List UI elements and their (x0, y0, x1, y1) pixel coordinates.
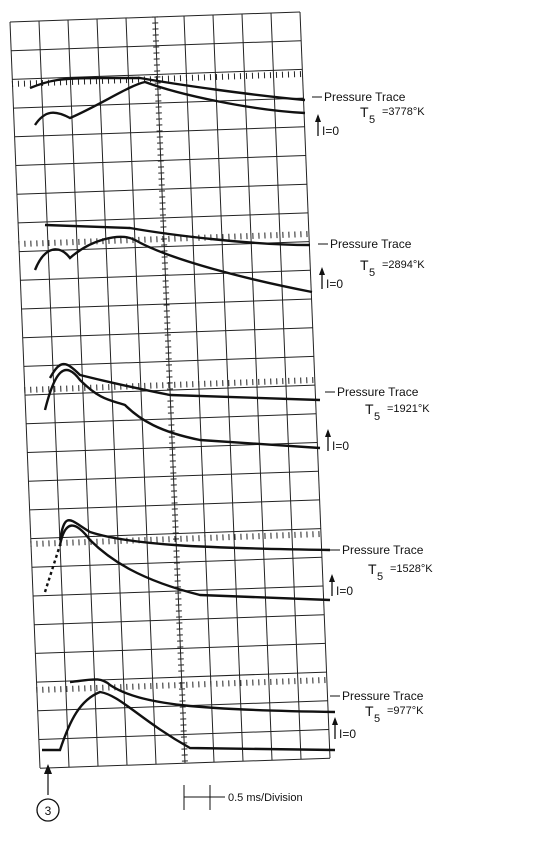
temp-value: =1921°K (387, 403, 430, 415)
trace (58, 524, 331, 602)
zero-label: I=0 (332, 439, 349, 453)
temp-value: =1528°K (390, 563, 433, 575)
temp-subscript: 5 (377, 571, 383, 583)
grid-line (24, 384, 316, 396)
trace (29, 76, 306, 102)
trace (42, 690, 336, 752)
grid-line (38, 728, 329, 740)
grid-line (13, 97, 304, 109)
temp-symbol: T (360, 257, 369, 273)
zero-label: I=0 (322, 124, 339, 138)
marker-circle (36, 798, 60, 822)
temp-value: =3778°K (382, 106, 425, 118)
zero-label: I=0 (339, 727, 356, 741)
zero-arrow-head (325, 429, 331, 437)
zero-label: I=0 (326, 277, 343, 291)
traces (29, 76, 336, 752)
grid-line (21, 298, 312, 310)
temp-subscript: 5 (369, 267, 375, 279)
grid-line (35, 642, 326, 654)
grid-line (23, 355, 314, 367)
trace (69, 678, 336, 714)
temp-value: =977°K (387, 705, 424, 717)
scale-label: 0.5 ms/Division (228, 792, 303, 804)
grid-line (18, 212, 309, 224)
grid-line (12, 68, 303, 80)
trace-label: Pressure Trace (342, 689, 424, 703)
trace (33, 235, 313, 294)
zero-arrow-head (319, 267, 325, 275)
trace (48, 362, 321, 402)
grid-line (31, 556, 322, 568)
zero-arrow-head (332, 717, 338, 725)
temp-symbol: T (360, 104, 369, 120)
grid (9, 11, 331, 769)
temp-subscript: 5 (374, 411, 380, 423)
temp-symbol: T (368, 561, 377, 577)
trace-label: Pressure Trace (342, 543, 424, 557)
zero-arrow-head (329, 574, 335, 582)
trace (43, 544, 62, 593)
grid-line (16, 183, 307, 195)
temp-symbol: T (365, 703, 374, 719)
trace-label: Pressure Trace (324, 90, 406, 104)
grid-line (9, 21, 41, 769)
grid-line (22, 327, 313, 339)
grid-line (33, 585, 324, 597)
trace (44, 223, 311, 247)
temp-subscript: 5 (369, 114, 375, 126)
trace (43, 368, 321, 450)
temp-symbol: T (365, 401, 374, 417)
trace-label: Pressure Trace (330, 237, 412, 251)
arrow-head (44, 764, 52, 774)
trace (34, 80, 306, 126)
trace-label: Pressure Trace (337, 385, 419, 399)
temp-value: =2894°K (382, 259, 425, 271)
grid-line (14, 126, 305, 138)
grid-line (11, 40, 302, 52)
grid-line (29, 499, 320, 511)
grid-line (30, 528, 321, 540)
grid-line (28, 470, 319, 482)
marker: 3 (45, 804, 52, 818)
temp-subscript: 5 (374, 713, 380, 725)
grid-line (34, 614, 325, 626)
zero-arrow-head (315, 114, 321, 122)
zero-label: I=0 (336, 584, 353, 598)
trace (58, 519, 331, 552)
grid-line (39, 757, 331, 769)
